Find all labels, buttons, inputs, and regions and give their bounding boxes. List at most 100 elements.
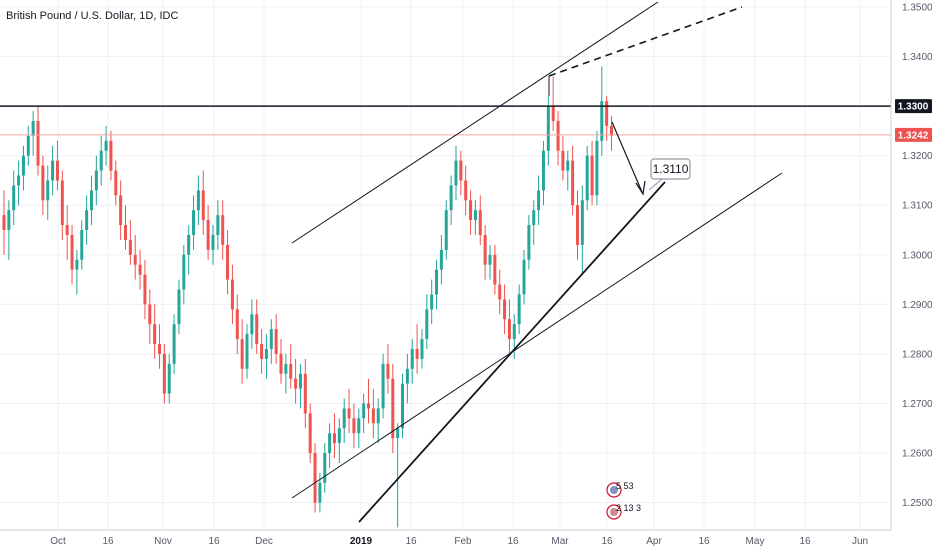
event-flag[interactable]: 5 53	[606, 481, 634, 498]
candle	[109, 130, 113, 181]
candle-body	[556, 120, 560, 151]
candle	[401, 373, 405, 439]
candle	[517, 284, 521, 335]
candle	[605, 96, 609, 141]
candle	[235, 294, 239, 354]
candle-body	[89, 190, 93, 211]
channel-lower-line[interactable]	[291, 172, 783, 499]
candle-body	[216, 215, 220, 235]
candle	[201, 170, 205, 235]
candle-body	[415, 348, 419, 359]
candle-body	[595, 140, 599, 196]
x-tick-label: Mar	[551, 536, 569, 547]
candle	[51, 145, 55, 196]
candle-body	[31, 120, 35, 136]
candle-body	[70, 234, 74, 270]
annotation-box[interactable]	[650, 158, 691, 180]
economic-events[interactable]: 5 53 2 13 3	[606, 481, 641, 520]
candle-body	[600, 101, 604, 141]
candle-body	[522, 259, 526, 295]
candle	[187, 225, 191, 275]
candle	[294, 358, 298, 404]
candle	[46, 165, 50, 221]
candle	[70, 225, 74, 285]
price-axis[interactable]: 1.3500 1.3400 1.3200 1.3100 1.3000 1.2900 1.28…	[902, 3, 932, 510]
candle-body	[240, 339, 244, 369]
candle	[2, 190, 6, 255]
candle-body	[153, 324, 157, 345]
y-tick-label: 1.2800	[902, 349, 932, 360]
y-tick-label: 1.3400	[902, 52, 932, 63]
candle	[138, 249, 142, 290]
candle	[7, 200, 11, 260]
candle-body	[575, 205, 579, 245]
candle	[478, 195, 482, 245]
candle-body	[454, 160, 458, 186]
chart-title: British Pound / U.S. Dollar, 1D, IDC	[6, 10, 178, 22]
candle-body	[109, 140, 113, 171]
candle-body	[386, 363, 390, 379]
candle-body	[571, 160, 575, 206]
candle	[473, 200, 477, 235]
candle-body	[177, 289, 181, 325]
candle	[575, 190, 579, 260]
candle-body	[323, 453, 327, 483]
event-count: 5 53	[616, 481, 634, 491]
candle	[26, 125, 30, 166]
candle	[211, 225, 215, 265]
candle	[551, 76, 555, 131]
candle	[357, 408, 361, 449]
candle-body	[104, 140, 108, 151]
candle	[600, 66, 604, 156]
candle	[580, 185, 584, 275]
candle-body	[298, 373, 302, 389]
x-tick-label: Feb	[454, 536, 472, 547]
candle	[435, 259, 439, 310]
price-target-annotation[interactable]: 1.3110	[648, 158, 691, 191]
candle-body	[60, 180, 64, 226]
candle	[444, 200, 448, 260]
candle	[80, 220, 84, 270]
channel-upper-line[interactable]	[291, 1, 659, 244]
candle	[469, 190, 473, 235]
event-flag[interactable]: 2 13 3	[606, 503, 641, 520]
candle-body	[537, 190, 541, 211]
candle	[172, 314, 176, 374]
candle-body	[41, 165, 45, 201]
candle	[449, 175, 453, 226]
support-trendline[interactable]	[358, 181, 666, 523]
forecast-arrow-line[interactable]	[611, 121, 643, 193]
candle	[245, 324, 249, 379]
candle-body	[7, 210, 11, 231]
candle-body	[192, 210, 196, 235]
candle	[498, 269, 502, 315]
candle	[571, 145, 575, 216]
candle-body	[26, 135, 30, 156]
candle-body	[342, 408, 346, 429]
x-tick-label: 16	[799, 536, 811, 547]
projection-dashed-line[interactable]	[548, 6, 743, 77]
candle	[60, 170, 64, 240]
candle-body	[85, 210, 89, 231]
candle-body	[303, 373, 307, 414]
price-tag-level: 1.3300	[895, 99, 932, 114]
candle-body	[235, 309, 239, 340]
candle	[148, 289, 152, 345]
candle-body	[546, 106, 550, 151]
time-axis[interactable]: Oct 16 Nov 16 Dec 2019 16 Feb 16 Mar 16 Apr 16 May 16 J…	[50, 536, 868, 547]
price-tags: 1.3300 1.3242	[895, 99, 932, 142]
candle-body	[561, 150, 565, 171]
candle	[206, 205, 210, 260]
candle-body	[99, 150, 103, 171]
candle	[454, 145, 458, 201]
candle-body	[328, 433, 332, 454]
candle-body	[230, 279, 234, 310]
candle-body	[430, 294, 434, 310]
x-tick-label: Jun	[852, 536, 868, 547]
candle-body	[420, 339, 424, 359]
candle	[192, 195, 196, 250]
candle	[41, 155, 45, 216]
y-tick-label: 1.2600	[902, 449, 932, 460]
candle-body	[2, 215, 6, 231]
